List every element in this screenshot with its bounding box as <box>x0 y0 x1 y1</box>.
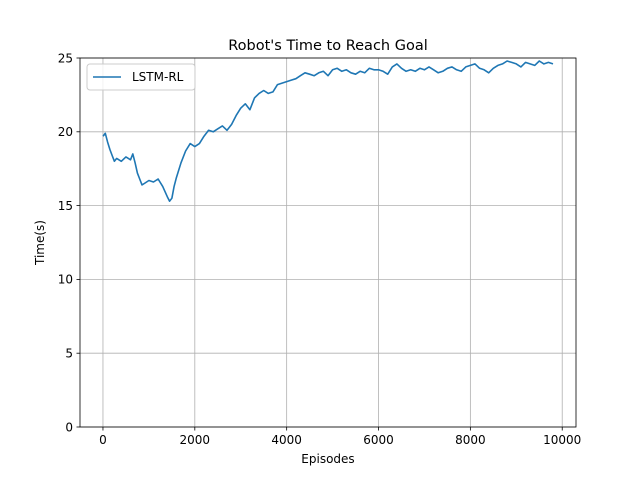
legend-box <box>86 63 196 91</box>
x-tick-label: 0 <box>99 433 107 447</box>
x-tick-label: 6000 <box>363 433 394 447</box>
y-tick-label: 25 <box>58 51 73 65</box>
plot-frame <box>79 57 577 428</box>
x-tick-label: 10000 <box>543 433 581 447</box>
tick-layer: 0 2000 4000 6000 8000 10000 0 5 10 15 20 25 <box>58 51 582 447</box>
y-tick-label: 20 <box>58 125 73 139</box>
y-tick-label: 5 <box>65 347 73 361</box>
x-tick-label: 4000 <box>271 433 302 447</box>
x-axis-title: Episodes <box>301 452 354 466</box>
series-line-1 <box>102 60 554 202</box>
legend: LSTM-RL <box>86 63 196 91</box>
x-tick-label: 2000 <box>180 433 211 447</box>
x-tick-label: 8000 <box>455 433 486 447</box>
y-tick-label: 0 <box>65 420 73 434</box>
y-axis-title: Time(s) <box>33 220 47 266</box>
series-layer <box>102 60 554 202</box>
legend-label-lstm-rl: LSTM-RL <box>132 70 184 84</box>
y-tick-label: 15 <box>58 199 73 213</box>
grid-layer <box>80 57 576 428</box>
chart-title: Robot's Time to Reach Goal <box>228 38 428 54</box>
y-tick-label: 10 <box>58 273 73 287</box>
